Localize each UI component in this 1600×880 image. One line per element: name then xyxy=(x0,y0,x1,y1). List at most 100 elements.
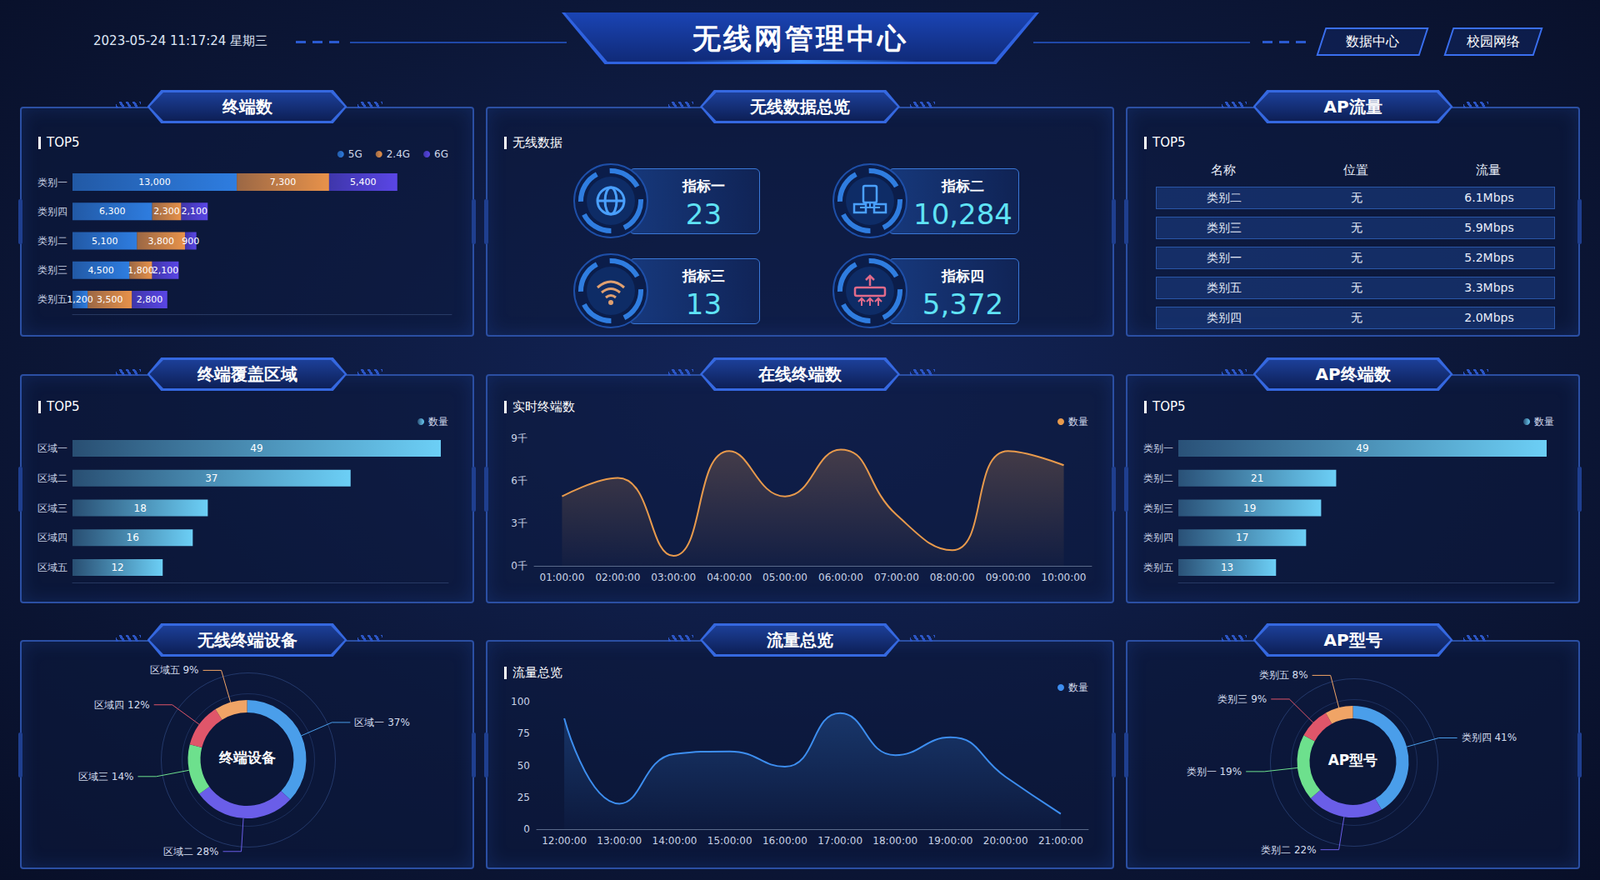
html-text:终端覆盖区域: 终端覆盖区域 xyxy=(197,364,298,385)
svg-text:数量: 数量 xyxy=(1068,415,1089,428)
svg-text:25: 25 xyxy=(517,791,530,804)
svg-text:6,300: 6,300 xyxy=(99,205,125,217)
svg-text:13,000: 13,000 xyxy=(138,176,171,188)
svg-text:08:00:00: 08:00:00 xyxy=(930,571,975,584)
svg-text:15:00:00: 15:00:00 xyxy=(707,835,753,847)
svg-text:12:00:00: 12:00:00 xyxy=(541,835,587,847)
svg-text:14:00:00: 14:00:00 xyxy=(652,835,698,847)
svg-text:区域三: 区域三 xyxy=(37,502,68,515)
svg-text:区域三 14%: 区域三 14% xyxy=(78,770,135,783)
svg-text:区域二 28%: 区域二 28% xyxy=(163,845,220,858)
svg-text:03:00:00: 03:00:00 xyxy=(650,571,696,584)
svg-text:类别二 22%: 类别二 22% xyxy=(1260,844,1317,856)
svg-text:21: 21 xyxy=(1250,472,1264,485)
svg-text:13: 13 xyxy=(1220,561,1234,574)
svg-text:07:00:00: 07:00:00 xyxy=(874,571,920,584)
svg-text:终端设备: 终端设备 xyxy=(218,749,276,766)
svg-text:类别四 41%: 类别四 41% xyxy=(1461,731,1518,744)
svg-text:20:00:00: 20:00:00 xyxy=(983,835,1029,847)
svg-text:类别一 19%: 类别一 19% xyxy=(1186,765,1243,778)
svg-text:17:00:00: 17:00:00 xyxy=(817,835,863,847)
svg-text:5,400: 5,400 xyxy=(350,176,377,188)
svg-text:04:00:00: 04:00:00 xyxy=(706,571,752,584)
svg-text:17: 17 xyxy=(1235,531,1249,544)
svg-text:5,100: 5,100 xyxy=(91,235,119,247)
svg-text:区域一: 区域一 xyxy=(37,442,68,455)
svg-text:02:00:00: 02:00:00 xyxy=(595,571,640,584)
svg-text:5G: 5G xyxy=(348,148,363,160)
svg-text:49: 49 xyxy=(250,442,263,455)
svg-text:区域一 37%: 区域一 37% xyxy=(354,716,410,729)
svg-text:10:00:00: 10:00:00 xyxy=(1041,571,1087,584)
html-text:5,372: 5,372 xyxy=(922,287,1004,321)
svg-text:0千: 0千 xyxy=(510,560,528,572)
svg-text:区域二: 区域二 xyxy=(37,472,68,485)
svg-text:9千: 9千 xyxy=(510,432,528,445)
svg-text:75: 75 xyxy=(517,727,530,740)
svg-text:6G: 6G xyxy=(434,148,449,160)
svg-text:6千: 6千 xyxy=(510,475,528,487)
svg-text:100: 100 xyxy=(510,695,530,708)
svg-text:01:00:00: 01:00:00 xyxy=(539,571,585,584)
svg-text:数量: 数量 xyxy=(1068,681,1089,694)
svg-text:0: 0 xyxy=(523,823,530,835)
html-text:AP终端数: AP终端数 xyxy=(1315,364,1391,385)
svg-text:49: 49 xyxy=(1355,442,1369,455)
svg-text:06:00:00: 06:00:00 xyxy=(818,571,864,584)
svg-text:12: 12 xyxy=(110,561,124,574)
svg-text:1,800: 1,800 xyxy=(127,265,155,276)
svg-text:类别五: 类别五 xyxy=(1143,561,1174,574)
svg-text:类别二: 类别二 xyxy=(1143,472,1174,485)
svg-text:区域五: 区域五 xyxy=(37,561,68,574)
svg-text:50: 50 xyxy=(517,760,530,772)
svg-text:类别五: 类别五 xyxy=(37,293,68,305)
svg-text:类别三: 类别三 xyxy=(37,264,68,276)
svg-text:类别三 9%: 类别三 9% xyxy=(1217,693,1267,705)
svg-text:05:00:00: 05:00:00 xyxy=(762,571,808,584)
svg-text:区域四 12%: 区域四 12% xyxy=(94,699,150,711)
svg-text:2,300: 2,300 xyxy=(153,205,180,217)
svg-text:7,300: 7,300 xyxy=(270,176,297,188)
html-text:13: 13 xyxy=(685,287,722,321)
svg-text:16:00:00: 16:00:00 xyxy=(762,835,808,847)
svg-text:4,500: 4,500 xyxy=(87,265,115,276)
svg-text:3,800: 3,800 xyxy=(147,235,175,247)
svg-text:19: 19 xyxy=(1243,502,1256,515)
svg-text:16: 16 xyxy=(126,531,140,544)
svg-text:900: 900 xyxy=(181,235,200,247)
html-text:无线终端设备: 无线终端设备 xyxy=(197,630,298,650)
svg-text:AP型号: AP型号 xyxy=(1328,751,1379,769)
svg-text:类别一: 类别一 xyxy=(37,176,68,189)
svg-text:类别一: 类别一 xyxy=(1143,442,1174,455)
svg-text:3千: 3千 xyxy=(510,517,528,530)
svg-text:2,100: 2,100 xyxy=(181,205,209,217)
svg-text:09:00:00: 09:00:00 xyxy=(985,571,1031,584)
svg-text:13:00:00: 13:00:00 xyxy=(596,835,642,847)
svg-text:2,100: 2,100 xyxy=(152,265,180,276)
svg-text:1,200: 1,200 xyxy=(66,294,94,305)
svg-text:2.4G: 2.4G xyxy=(386,148,410,160)
svg-text:区域五 9%: 区域五 9% xyxy=(150,664,200,676)
html-text:AP流量: AP流量 xyxy=(1323,96,1383,117)
svg-text:类别四: 类别四 xyxy=(37,205,68,218)
svg-text:类别二: 类别二 xyxy=(37,235,68,247)
svg-text:18: 18 xyxy=(134,502,147,515)
svg-text:数量: 数量 xyxy=(428,415,449,428)
svg-text:类别三: 类别三 xyxy=(1143,502,1174,515)
svg-text:3,500: 3,500 xyxy=(96,294,124,305)
html-text:无线数据总览: 无线数据总览 xyxy=(750,96,850,117)
html-text:终端数: 终端数 xyxy=(222,96,273,117)
svg-text:数量: 数量 xyxy=(1534,415,1555,428)
svg-text:21:00:00: 21:00:00 xyxy=(1038,835,1084,847)
svg-text:类别五 8%: 类别五 8% xyxy=(1259,669,1309,681)
svg-text:2,800: 2,800 xyxy=(136,294,164,305)
svg-text:37: 37 xyxy=(205,472,218,485)
html-text:无线网管理中心: 无线网管理中心 xyxy=(692,21,909,55)
html-text:23: 23 xyxy=(685,197,722,231)
html-text:在线终端数: 在线终端数 xyxy=(758,364,842,385)
html-text:10,284: 10,284 xyxy=(913,197,1013,231)
svg-text:19:00:00: 19:00:00 xyxy=(928,835,974,847)
svg-text:区域四: 区域四 xyxy=(37,531,68,544)
svg-text:类别四: 类别四 xyxy=(1143,531,1174,544)
svg-text:18:00:00: 18:00:00 xyxy=(872,835,918,847)
